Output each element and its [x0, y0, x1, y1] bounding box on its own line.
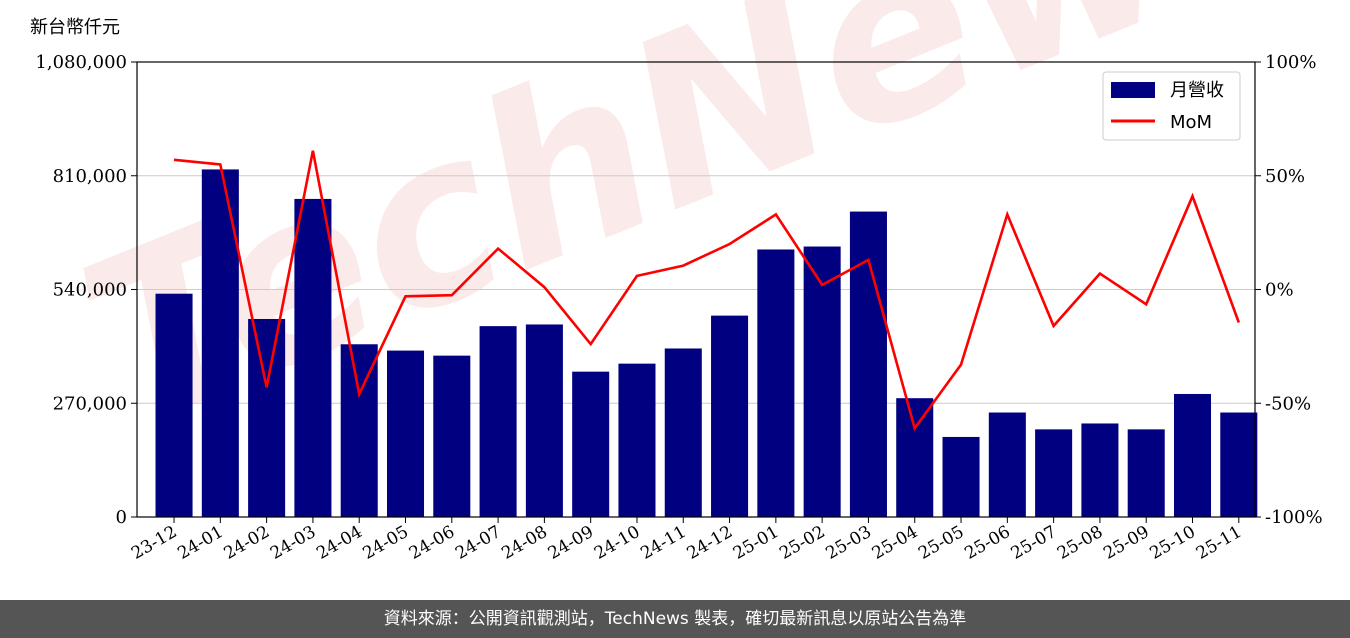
bar: [711, 315, 749, 517]
bar: [849, 211, 887, 517]
bar: [386, 350, 425, 517]
xtick-label: 25-10: [1147, 522, 1199, 564]
bar: [618, 363, 656, 517]
ytick-left-label: 540,000: [53, 280, 127, 301]
legend-bar-swatch: [1111, 82, 1155, 98]
xtick-label: 24-10: [591, 522, 643, 564]
ytick-left-label: 270,000: [53, 393, 127, 414]
bar: [1127, 429, 1165, 517]
bar: [294, 198, 332, 517]
bar: [803, 246, 841, 517]
xtick-label: 25-11: [1193, 522, 1245, 564]
bar: [572, 371, 610, 517]
ytick-right-label: -50%: [1265, 393, 1311, 414]
chart: TechNews 0270,000540,000810,0001,080,000…: [30, 0, 1338, 564]
bar: [155, 293, 193, 517]
ytick-right-label: 50%: [1265, 166, 1305, 187]
xtick-label: 24-02: [221, 522, 273, 564]
bar: [1220, 412, 1258, 517]
ytick-left-label: 1,080,000: [35, 52, 127, 73]
legend-label-mom: MoM: [1170, 112, 1212, 133]
xtick-label: 24-11: [637, 522, 689, 564]
bar: [248, 318, 286, 517]
xtick-label: 24-01: [174, 522, 226, 564]
xtick-label: 24-09: [545, 522, 597, 564]
mom-line: [173, 150, 1241, 432]
xtick-label: 24-05: [360, 522, 412, 564]
bar: [942, 436, 980, 517]
legend: 月營收 MoM: [1102, 71, 1241, 141]
bar: [433, 355, 471, 517]
bar: [1173, 393, 1212, 517]
bar: [664, 348, 702, 517]
xtick-label: 24-07: [452, 522, 504, 564]
xtick-label: 25-06: [961, 522, 1013, 564]
xtick-label: 24-04: [313, 522, 365, 564]
legend-label-revenue: 月營收: [1170, 80, 1224, 101]
bar: [479, 326, 517, 517]
xtick-label: 25-02: [776, 522, 828, 564]
bar: [1081, 423, 1119, 517]
bar: [757, 249, 795, 517]
ytick-left-label: 810,000: [53, 166, 127, 187]
xtick-label: 25-04: [869, 522, 921, 564]
xtick-label: 25-03: [822, 522, 874, 564]
ytick-right-label: 100%: [1265, 52, 1316, 73]
bar: [340, 344, 378, 517]
xtick-label: 24-06: [406, 522, 458, 564]
xtick-label: 24-08: [498, 522, 550, 564]
ytick-left-label: 0: [116, 507, 127, 528]
unit-label: 新台幣仟元: [30, 17, 120, 38]
xtick-label: 25-09: [1100, 522, 1152, 564]
xtick-label: 25-07: [1008, 522, 1060, 564]
ytick-right-label: -100%: [1265, 507, 1323, 528]
mom-series: [173, 150, 1241, 432]
xtick-label: 25-08: [1054, 522, 1106, 564]
bar: [525, 324, 563, 517]
bar: [896, 398, 934, 517]
xtick-label: 23-12: [128, 522, 180, 564]
xtick-label: 24-03: [267, 522, 319, 564]
bar: [988, 412, 1026, 517]
xtick-label: 25-05: [915, 522, 967, 564]
bar: [1035, 429, 1073, 517]
ytick-right-label: 0%: [1265, 280, 1294, 301]
xtick-label: 25-01: [730, 522, 782, 564]
xtick-label: 24-12: [684, 522, 736, 564]
source-footer: 資料來源：公開資訊觀測站，TechNews 製表，確切最新訊息以原站公告為準: [0, 600, 1350, 638]
